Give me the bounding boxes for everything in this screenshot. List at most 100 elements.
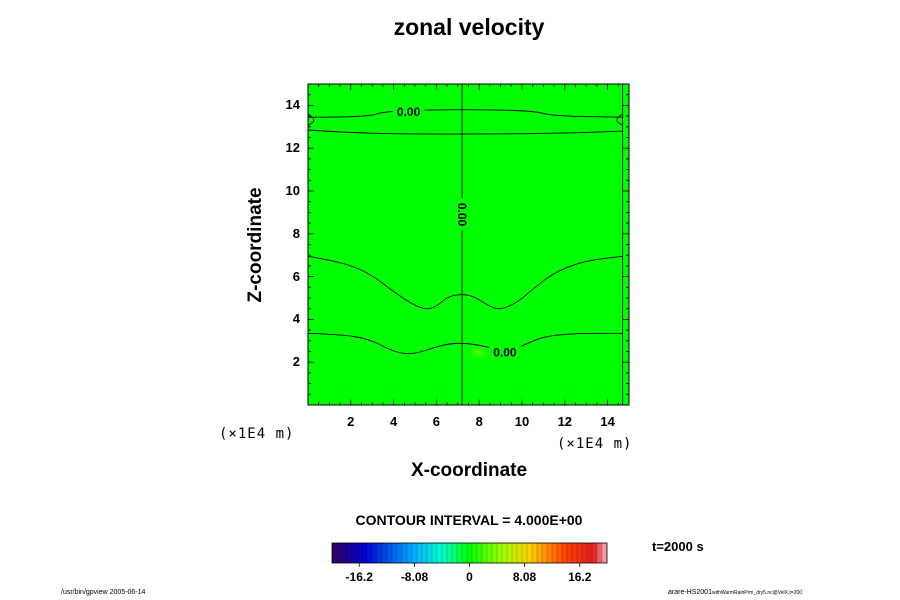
colorbar-band	[417, 543, 423, 563]
contour-lines	[307, 84, 624, 405]
contour-line-lower	[307, 332, 623, 355]
colorbar-band	[592, 543, 598, 563]
colorbar-band	[477, 543, 483, 563]
colorbar-band	[577, 543, 583, 563]
colorbar-band	[332, 543, 338, 563]
footer-source-main: arare-HS2001	[668, 589, 712, 596]
contour-label-vertical-center: 0.00	[455, 203, 469, 227]
x-tick-label: 8	[475, 414, 483, 429]
colorbar-band	[557, 543, 563, 563]
colorbar-band	[407, 543, 413, 563]
x-axis-unit: (×1E4 m)	[557, 436, 633, 452]
colorbar-band	[597, 543, 603, 563]
colorbar-band	[462, 543, 468, 563]
contour-label-bg-vertical-center	[455, 198, 470, 231]
contour-label-upper: 0.00	[397, 105, 421, 119]
colorbar-band	[587, 543, 593, 563]
colorbar-band	[552, 543, 558, 563]
y-tick-label: 10	[285, 183, 300, 198]
colorbar-band	[467, 543, 473, 563]
colorbar-band	[527, 543, 533, 563]
y-tick-label: 2	[292, 354, 300, 370]
colorbar-band	[542, 543, 548, 563]
colorbar-band	[352, 543, 358, 563]
footer-command: /usr/bin/gpview 2005-06-14	[61, 589, 146, 596]
colorbar-band	[572, 543, 578, 563]
colorbar-band	[507, 543, 513, 563]
y-tick-label: 12	[285, 140, 300, 156]
y-tick-label: 6	[292, 268, 300, 284]
colorbar-band	[517, 543, 523, 563]
colorbar-tick-label: 8.08	[512, 570, 537, 584]
colorbar-band	[342, 543, 348, 563]
chart-title: zonal velocity	[393, 14, 545, 40]
colorbar-band	[582, 543, 588, 563]
colorbar-band	[382, 543, 388, 563]
colorbar-band	[512, 543, 518, 563]
colorbar-band	[432, 543, 438, 563]
colorbar-band	[427, 543, 433, 563]
colorbar-band	[367, 543, 373, 563]
colorbar-band	[537, 543, 543, 563]
colorbar-tick-label: -16.2	[345, 570, 373, 584]
time-label: t=2000 s	[652, 539, 704, 554]
contour-labels: 0.00 0.00 0.00	[392, 104, 521, 360]
contour-line-upper	[307, 109, 623, 118]
colorbar-band	[422, 543, 428, 563]
colorbar-band	[562, 543, 568, 563]
colorbar-band	[567, 543, 573, 563]
footer-source-sub: withWarmRainPrm_dry5.nc@VelX,t=200	[711, 590, 803, 596]
x-tick-label: 6	[432, 414, 440, 429]
colorbar-band	[452, 543, 458, 563]
colorbar-band	[442, 543, 448, 563]
x-tick-label: 10	[514, 414, 530, 429]
contour-line-upper-edge-right	[616, 113, 623, 127]
colorbar-band	[447, 543, 453, 563]
colorbar-band	[497, 543, 503, 563]
colorbar-band	[437, 543, 443, 563]
colorbar-band	[412, 543, 418, 563]
x-tick-label: 14	[600, 414, 615, 429]
colorbar-band	[547, 543, 553, 563]
colorbar-band	[337, 543, 343, 563]
colorbar-band	[357, 543, 363, 563]
contour-line-upper-base	[307, 129, 623, 135]
colorbar	[331, 542, 608, 567]
colorbar-band	[377, 543, 383, 563]
contour-label-bg-upper	[392, 104, 425, 119]
colorbar-band	[482, 543, 488, 563]
colorbar-tick-label: -8.08	[400, 570, 429, 584]
colorbar-band	[602, 543, 608, 563]
colorbar-band	[397, 543, 403, 563]
contour-label-bg-lower	[488, 345, 521, 360]
contour-line-upper-edge-left	[307, 113, 315, 127]
colorbar-band	[502, 543, 508, 563]
colorbar-band	[492, 543, 498, 563]
colorbar-band	[392, 543, 398, 563]
x-tick-label: 4	[389, 414, 398, 429]
contour-line-middle	[307, 255, 623, 310]
colorbar-band	[532, 543, 538, 563]
contour-interval: CONTOUR INTERVAL = 4.000E+00	[355, 512, 583, 528]
y-axis-unit: (×1E4 m)	[219, 426, 295, 442]
colorbar-band	[487, 543, 493, 563]
colorbar-tick-label: 0	[466, 570, 473, 584]
y-tick-label: 14	[285, 97, 300, 113]
y-tick-label: 4	[292, 311, 300, 327]
x-axis-label: X-coordinate	[410, 460, 528, 481]
colorbar-band	[457, 543, 463, 563]
colorbar-band	[372, 543, 378, 563]
axis-tick-marks	[307, 83, 630, 406]
footer-source: arare-HS2001withWarmRainPrm_dry5.nc@VelX…	[668, 589, 802, 596]
y-tick-label: 8	[292, 225, 300, 241]
colorbar-band	[387, 543, 393, 563]
negative-anomaly	[439, 336, 463, 354]
colorbar-band	[472, 543, 478, 563]
colorbar-band	[347, 543, 353, 563]
contour-label-lower: 0.00	[493, 346, 517, 360]
x-tick-label: 2	[347, 414, 355, 429]
colorbar-band	[402, 543, 408, 563]
colorbar-band	[522, 543, 528, 563]
colorbar-tick-label: 16.2	[568, 570, 592, 584]
